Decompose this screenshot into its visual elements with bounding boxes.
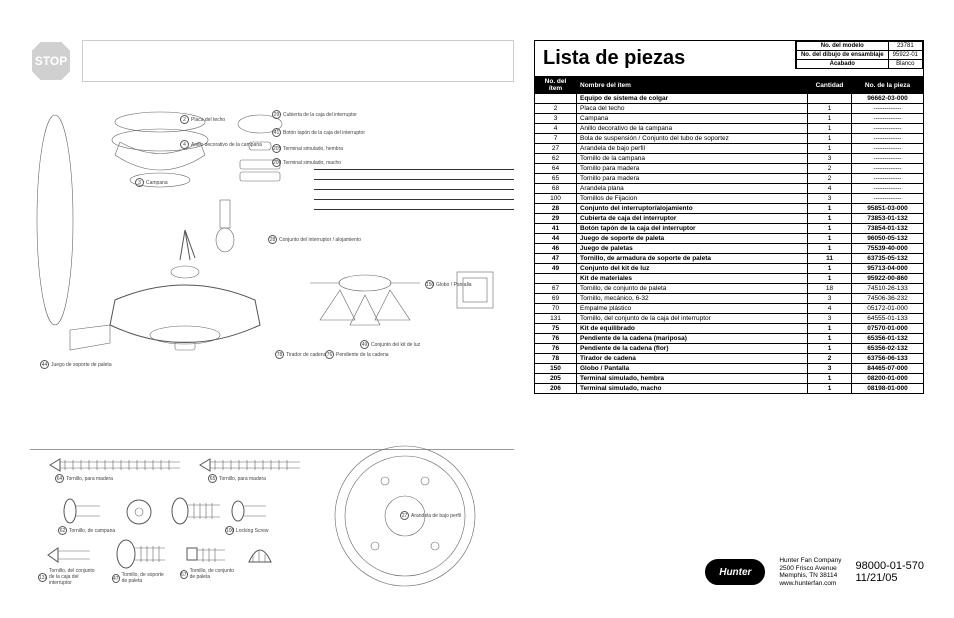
parts-row: 206Terminal simulado, macho108198-01-000 [535, 384, 924, 394]
parts-row: 44Juego de soporte de paleta196050-05-13… [535, 234, 924, 244]
label-blade-set-screw: Tornillo, de conjunto de paleta [190, 568, 235, 580]
doc-number: 98000-01-570 11/21/05 [855, 560, 924, 584]
parts-row: 68Arandela plana4------------- [535, 184, 924, 194]
parts-row: 100Tornillos de Fijacion3------------- [535, 194, 924, 204]
stop-row: STOP [30, 40, 514, 82]
parts-row: 41Botón tapón de la caja del interruptor… [535, 224, 924, 234]
label-light-kit: Conjunto del kit de luz [371, 342, 420, 348]
label-low-profile-washer: Arandela de bajo perfil [411, 513, 461, 519]
parts-list-column: Lista de piezas No. del modelo23781 No. … [534, 40, 924, 588]
label-canopy: Campana [146, 180, 168, 186]
footer: Hunter Hunter Fan Company 2500 Frisco Av… [534, 543, 924, 588]
parts-header: Lista de piezas No. del modelo23781 No. … [534, 40, 924, 76]
label-pull-chain: Tirador de cadena [286, 352, 326, 358]
parts-row: 69Tornillo, mecánico, 6-32374506-36-232 [535, 294, 924, 304]
diagram-column: STOP 2Placa del techo 4Anillo decorativo… [30, 40, 514, 588]
label-blade-arm-screw: Tornillo, de soporte de paleta [122, 572, 167, 584]
parts-row: 70Empalme plástico405172-01-000 [535, 304, 924, 314]
parts-row: 2Placa del techo1------------- [535, 104, 924, 114]
meta-box: No. del modelo23781 No. del dibujo de en… [795, 41, 923, 69]
label-locking-screw: Locking Screw [236, 528, 269, 534]
parts-row: 46Juego de paletas175539-40-000 [535, 244, 924, 254]
parts-row: 75Kit de equilibrado107570-01-000 [535, 324, 924, 334]
label-switch-box-screw: Tornillo, del conjunto de la caja del in… [49, 568, 98, 586]
parts-row: 150Globo / Pantalla384465-07-000 [535, 364, 924, 374]
parts-row: 64Tornillo para madera2------------- [535, 164, 924, 174]
parts-row: 67Tornillo, de conjunto de paleta1874510… [535, 284, 924, 294]
label-ceiling-plate: Placa del techo [191, 117, 225, 123]
parts-row: 76Pendiente de la cadena (mariposa)16535… [535, 334, 924, 344]
parts-row: 62Tornillo de la campana3------------- [535, 154, 924, 164]
parts-title: Lista de piezas [535, 41, 795, 76]
parts-row: 65Tornillo para madera2------------- [535, 174, 924, 184]
parts-row: 7Bola de suspensión / Conjunto del tubo … [535, 134, 924, 144]
label-blade-bracket: Juego de soporte de paleta [51, 362, 112, 368]
parts-row: 49Conjunto del kit de luz195713-04-000 [535, 264, 924, 274]
parts-row: Kit de materiales195922-00-860 [535, 274, 924, 284]
label-switch-housing: Conjunto del interruptor / alojamiento [279, 237, 361, 243]
label-chain-pendant: Pendiente de la cadena [336, 352, 389, 358]
label-wood-screw-1: Tornillo, para madera [66, 476, 113, 482]
parts-row: 131Tornillo, del conjunto de la caja del… [535, 314, 924, 324]
parts-row: 3Campana1------------- [535, 114, 924, 124]
parts-row: 76Pendiente de la cadena (flor)165356-02… [535, 344, 924, 354]
parts-row: 28Conjunto del interruptor/alojamiento19… [535, 204, 924, 214]
parts-row: 4Anillo decorativo de la campana1-------… [535, 124, 924, 134]
stop-sign: STOP [30, 40, 72, 82]
parts-table: No. del ítem Nombre del ítem Cantidad No… [534, 76, 924, 394]
label-switch-cover: Cubierta de la caja del interruptor [283, 112, 357, 118]
label-wood-screw-2: Tornillo, para madera [219, 476, 266, 482]
company-address: Hunter Fan Company 2500 Frisco Avenue Me… [779, 557, 841, 588]
hunter-logo: Hunter [705, 559, 765, 585]
parts-row: 47Tornillo, de armadura de soporte de pa… [535, 254, 924, 264]
label-plug-button: Botón tapón de la caja del interruptor [283, 130, 365, 136]
label-term-female: Terminal simulado, hembra [283, 146, 343, 152]
parts-row: 78Tirador de cadena263756-06-133 [535, 354, 924, 364]
parts-row: Equipo de sistema de colgar96662-03-000 [535, 94, 924, 104]
parts-row: 29Cubierta de caja del interruptor173853… [535, 214, 924, 224]
exploded-diagram: 2Placa del techo 4Anillo decorativo de l… [30, 90, 514, 450]
parts-row: 27Arandela de bajo perfil1------------- [535, 144, 924, 154]
parts-row: 205Terminal simulado, hembra108200-01-00… [535, 374, 924, 384]
stop-note-box [82, 40, 514, 82]
label-canopy-screw: Tornillo, de campana [69, 528, 115, 534]
hardware-diagram: 64Tornillo, para madera 65Tornillo, para… [30, 456, 514, 586]
